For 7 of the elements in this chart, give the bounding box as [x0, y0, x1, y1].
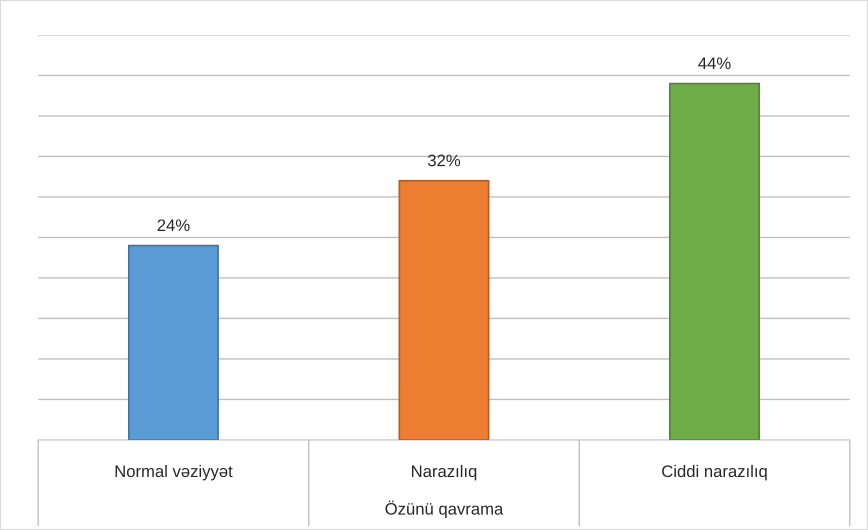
data-label: 24% [158, 219, 190, 232]
x-tick-label: Narazılıq [412, 464, 476, 480]
x-tick-label: Normal vəziyyət [116, 464, 233, 480]
data-label: 32% [428, 154, 460, 166]
x-axis-title: Özünü qavrama [385, 500, 504, 518]
x-tick-label: Ciddi narazılıq [662, 464, 767, 480]
data-label: 44% [698, 57, 731, 70]
